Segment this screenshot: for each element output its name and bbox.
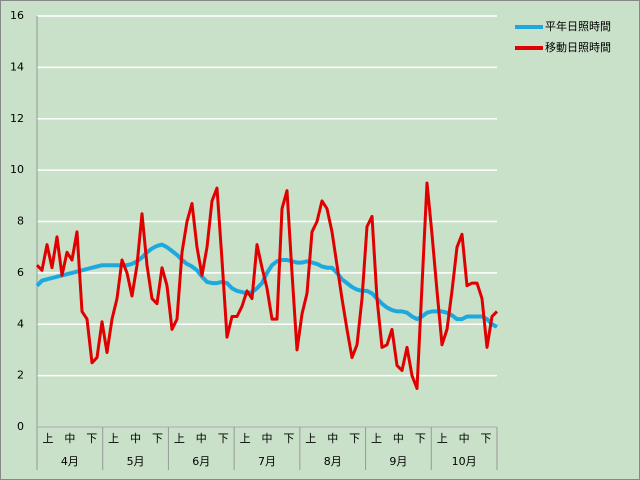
x-tick-label: 上 [174, 432, 185, 445]
x-tick-label: 上 [305, 432, 316, 445]
y-tick-label: 14 [10, 60, 24, 73]
x-group-label: 6月 [192, 455, 210, 468]
x-group-label: 10月 [452, 455, 477, 468]
x-tick-label: 下 [218, 432, 229, 445]
x-group-label: 7月 [258, 455, 276, 468]
x-tick-label: 中 [64, 432, 75, 445]
x-tick-label: 上 [108, 432, 119, 445]
x-tick-label: 中 [459, 432, 470, 445]
x-group-label: 5月 [127, 455, 145, 468]
x-group-label: 9月 [389, 455, 407, 468]
x-tick-label: 下 [283, 432, 294, 445]
x-tick-label: 中 [196, 432, 207, 445]
x-tick-label: 上 [42, 432, 53, 445]
x-tick-label: 中 [393, 432, 404, 445]
x-tick-label: 下 [415, 432, 426, 445]
x-tick-label: 下 [152, 432, 163, 445]
x-tick-label: 上 [240, 432, 251, 445]
y-tick-label: 16 [10, 9, 24, 22]
x-group-label: 8月 [324, 455, 342, 468]
x-tick-label: 下 [86, 432, 97, 445]
legend-label: 移動日照時間 [545, 40, 611, 54]
series-line [35, 181, 499, 390]
y-tick-label: 2 [17, 369, 24, 382]
y-tick-label: 6 [17, 266, 24, 279]
x-tick-label: 中 [262, 432, 273, 445]
x-tick-label: 上 [437, 432, 448, 445]
y-tick-label: 0 [17, 420, 24, 433]
y-tick-label: 12 [10, 112, 24, 125]
x-tick-label: 下 [349, 432, 360, 445]
x-tick-label: 中 [327, 432, 338, 445]
y-tick-label: 10 [10, 163, 24, 176]
x-tick-label: 上 [371, 432, 382, 445]
y-tick-label: 4 [17, 317, 24, 330]
y-tick-label: 8 [17, 215, 24, 228]
x-group-label: 4月 [61, 455, 79, 468]
legend-label: 平年日照時間 [545, 19, 611, 33]
x-tick-label: 下 [481, 432, 492, 445]
x-tick-label: 中 [130, 432, 141, 445]
